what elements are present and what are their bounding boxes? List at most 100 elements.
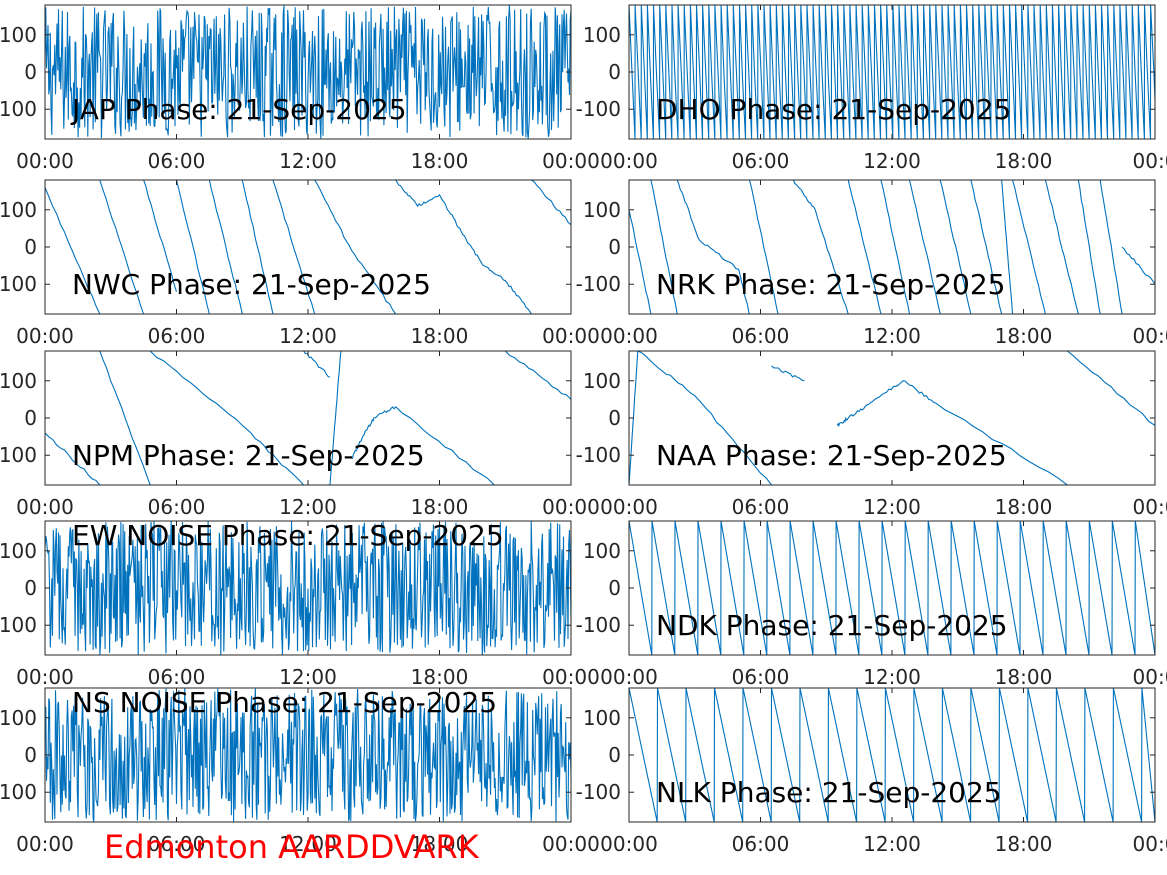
y-tick-label: 100 <box>0 443 37 467</box>
x-tick-label: 18:00 <box>411 832 469 856</box>
sawtooth-line <box>629 688 1155 822</box>
x-tick-label: 00:00 <box>600 832 658 856</box>
panel-title: DHO Phase: 21-Sep-2025 <box>656 93 1011 126</box>
x-tick-label: 12:00 <box>279 324 337 348</box>
chart-panel: 00:00 06:00 12:00 18:00 00:00 100 0 100 NWC Phas… <box>0 179 600 348</box>
footer-label: Edmonton AARDDVARK <box>104 828 479 866</box>
series-group <box>45 521 571 655</box>
series-line <box>504 351 571 400</box>
series-line <box>836 380 1068 485</box>
x-tick-label: 06:00 <box>732 832 790 856</box>
series-group <box>45 688 571 822</box>
x-tick-label: 12:00 <box>279 495 337 519</box>
y-tick-label: 0 <box>608 406 621 430</box>
x-tick-label: 00:00 <box>542 324 600 348</box>
series-line <box>792 180 816 211</box>
series-line <box>351 250 397 314</box>
y-tick-label: 100 <box>0 198 37 222</box>
series-group <box>45 180 571 314</box>
series-line <box>1011 180 1046 314</box>
x-tick-label: 18:00 <box>995 832 1053 856</box>
y-tick-label: 100 <box>583 369 621 393</box>
sawtooth-line <box>629 5 1155 139</box>
y-tick-label: 0 <box>608 576 621 600</box>
y-tick-label: 100 <box>0 272 37 296</box>
x-tick-label: 00:00 <box>600 324 658 348</box>
series-line <box>1001 180 1014 314</box>
series-line <box>99 351 151 485</box>
y-tick-label: -100 <box>576 97 621 121</box>
y-tick-label: 100 <box>0 706 37 730</box>
y-tick-label: 0 <box>24 743 37 767</box>
series-group <box>629 5 1155 139</box>
y-tick-label: 100 <box>583 198 621 222</box>
chart-panel: 00:00 06:00 12:00 18:00 00:0 100 0 -100 NDK Phas… <box>576 520 1167 689</box>
y-tick-label: 100 <box>0 23 37 47</box>
panel-title: EW NOISE Phase: 21-Sep-2025 <box>72 519 504 552</box>
y-tick-label: 0 <box>24 406 37 430</box>
noise-line <box>45 521 571 655</box>
series-line <box>329 351 342 485</box>
x-tick-label: 12:00 <box>863 832 921 856</box>
series-line <box>970 180 1003 314</box>
panel-title: NLK Phase: 21-Sep-2025 <box>656 776 1002 809</box>
x-tick-label: 06:00 <box>148 495 206 519</box>
chart-panel: 00:00 06:00 12:00 18:00 00:0 100 0 -100 NRK Phas… <box>576 179 1167 348</box>
chart-panel: 00:00 06:00 12:00 18:00 00:0 100 0 -100 NLK Phas… <box>576 687 1167 856</box>
chart-panel: 00:00 06:00 12:00 18:00 00:00 100 0 100 NPM Phas… <box>0 350 600 519</box>
x-tick-label: 12:00 <box>279 149 337 173</box>
panel-title: NAA Phase: 21-Sep-2025 <box>656 439 1007 472</box>
x-tick-label: 18:00 <box>995 495 1053 519</box>
series-line <box>241 180 274 314</box>
x-tick-label: 18:00 <box>995 324 1053 348</box>
y-tick-label: 100 <box>0 613 37 637</box>
x-tick-label: 18:00 <box>411 495 469 519</box>
x-tick-label: 12:00 <box>863 665 921 689</box>
series-line <box>650 180 678 314</box>
series-line <box>208 180 243 314</box>
series-line <box>395 180 532 314</box>
y-tick-label: 100 <box>0 780 37 804</box>
series-line <box>531 180 571 226</box>
x-tick-label: 00:00 <box>542 495 600 519</box>
y-tick-label: 0 <box>608 235 621 259</box>
y-tick-label: 100 <box>0 369 37 393</box>
x-tick-label: 06:00 <box>148 149 206 173</box>
series-line <box>847 180 882 314</box>
series-line <box>676 180 700 240</box>
series-line <box>814 209 849 314</box>
x-tick-label: 00:0 <box>1133 665 1167 689</box>
x-tick-label: 18:00 <box>411 324 469 348</box>
series-line <box>1077 180 1101 314</box>
x-tick-label: 06:00 <box>148 832 206 856</box>
series-group <box>629 351 1155 485</box>
y-tick-label: 0 <box>608 743 621 767</box>
series-line <box>1066 351 1155 426</box>
x-tick-label: 06:00 <box>732 665 790 689</box>
series-line <box>771 365 805 382</box>
chart-panel: 00:00 06:00 12:00 18:00 00:0 100 0 -100 NAA Phas… <box>576 350 1167 519</box>
x-tick-label: 00:0 <box>1133 832 1167 856</box>
series-group <box>629 688 1155 822</box>
x-tick-label: 18:00 <box>411 665 469 689</box>
panel-title: NPM Phase: 21-Sep-2025 <box>72 439 425 472</box>
x-tick-label: 12:00 <box>279 832 337 856</box>
x-tick-label: 00:00 <box>16 832 74 856</box>
series-line <box>629 209 652 314</box>
x-tick-label: 06:00 <box>732 495 790 519</box>
x-tick-label: 00:00 <box>16 665 74 689</box>
y-tick-label: 0 <box>24 60 37 84</box>
y-tick-label: -100 <box>576 613 621 637</box>
series-line <box>939 180 972 314</box>
series-line <box>698 239 751 314</box>
x-tick-label: 12:00 <box>863 495 921 519</box>
series-line <box>45 187 101 314</box>
x-tick-label: 12:00 <box>279 665 337 689</box>
noise-line <box>45 5 571 139</box>
series-line <box>314 180 353 251</box>
x-tick-label: 18:00 <box>411 149 469 173</box>
series-line <box>351 405 495 485</box>
x-tick-label: 12:00 <box>863 324 921 348</box>
x-tick-label: 00:00 <box>600 665 658 689</box>
